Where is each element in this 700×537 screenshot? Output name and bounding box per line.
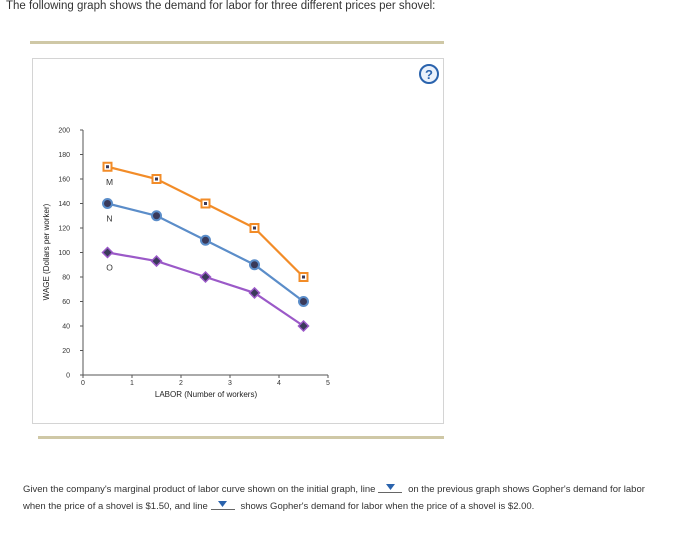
data-point-diamond	[101, 246, 114, 259]
graph-panel	[32, 58, 444, 424]
data-point-diamond	[248, 286, 261, 299]
series-label-n: N	[106, 214, 112, 224]
series-label-m: M	[106, 177, 113, 187]
question-part-4: shows Gopher's demand for labor when the…	[240, 501, 535, 512]
y-tick-label: 80	[62, 275, 70, 282]
question-part-3: when the price of a shovel is $1.50, and…	[23, 501, 208, 512]
bottom-divider	[38, 436, 444, 439]
x-tick-label: 1	[130, 380, 134, 387]
data-point-square-center	[204, 202, 207, 205]
data-point-circle	[151, 210, 162, 222]
y-tick-label: 100	[58, 250, 70, 257]
data-point-circle	[298, 296, 309, 307]
x-tick-label: 0	[81, 380, 85, 387]
y-tick-label: 60	[62, 299, 70, 306]
y-tick-label: 0	[66, 373, 70, 380]
question-text: Given the company's marginal product of …	[23, 481, 693, 515]
x-tick-label: 4	[277, 380, 281, 387]
series-label-o: O	[106, 263, 113, 273]
x-tick-label: 5	[326, 380, 330, 387]
y-tick-label: 140	[58, 201, 70, 208]
top-divider	[30, 41, 444, 44]
data-point-square-center	[155, 177, 158, 181]
series-line-o	[107, 251, 305, 327]
question-part-2: on the previous graph shows Gopher's dem…	[408, 484, 645, 495]
data-point-circle	[102, 198, 113, 209]
chevron-down-icon	[218, 501, 228, 507]
y-tick-label: 20	[62, 348, 70, 355]
y-axis-title: WAGE (Dollars per worker)	[42, 203, 51, 300]
chevron-down-icon	[385, 484, 395, 490]
x-axis-title: LABOR (Number of workers)	[155, 390, 258, 399]
line-dropdown-1[interactable]	[378, 484, 403, 493]
data-point-circle	[200, 234, 211, 246]
data-point-diamond	[150, 255, 163, 268]
line-dropdown-2[interactable]	[210, 501, 235, 510]
y-tick-label: 180	[58, 152, 70, 159]
x-tick-label: 3	[228, 380, 232, 387]
data-point-diamond	[199, 270, 212, 284]
y-tick-label: 200	[58, 128, 70, 135]
data-point-circle	[249, 259, 260, 271]
y-tick-label: 160	[58, 177, 70, 184]
series-line-m	[107, 165, 305, 278]
series-line-n	[107, 202, 305, 303]
data-point-square-center	[302, 275, 305, 279]
help-icon[interactable]: ?	[419, 64, 439, 84]
y-tick-label: 120	[58, 226, 70, 233]
data-point-square-center	[106, 165, 109, 169]
x-tick-label: 2	[179, 380, 183, 387]
y-tick-label: 40	[62, 324, 70, 331]
data-point-square-center	[253, 226, 256, 230]
intro-text: The following graph shows the demand for…	[6, 0, 436, 12]
data-point-diamond	[297, 319, 310, 333]
question-part-1: Given the company's marginal product of …	[23, 484, 376, 495]
